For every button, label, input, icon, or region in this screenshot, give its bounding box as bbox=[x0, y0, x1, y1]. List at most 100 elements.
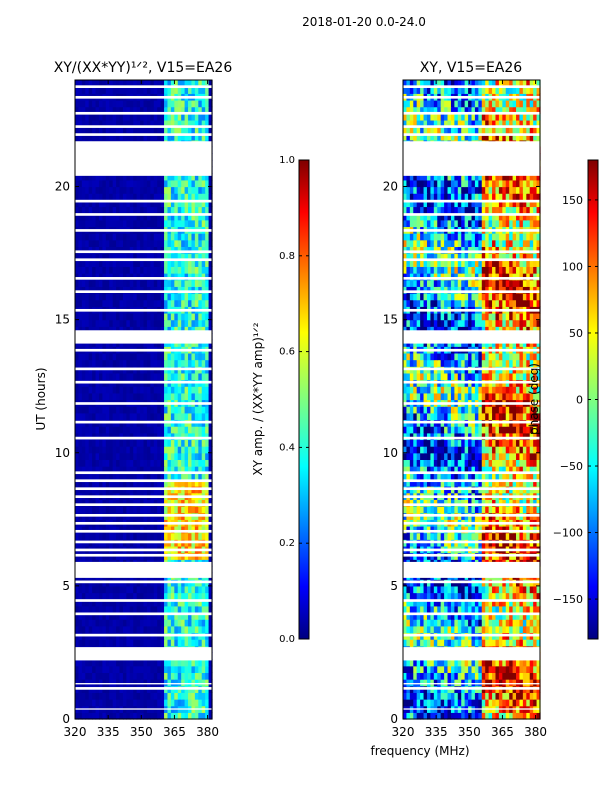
heatmap-cell bbox=[536, 659, 541, 667]
heatmap-cell bbox=[119, 426, 124, 434]
heatmap-cell bbox=[205, 625, 210, 634]
heatmap-cell bbox=[92, 659, 97, 667]
heatmap-cell bbox=[184, 299, 189, 307]
heatmap-cell bbox=[116, 293, 121, 301]
heatmap-cell bbox=[119, 446, 124, 454]
heatmap-cell bbox=[136, 273, 141, 281]
heatmap-cell bbox=[495, 625, 500, 634]
heatmap-cell bbox=[126, 525, 131, 534]
heatmap-cell bbox=[423, 659, 428, 667]
heatmap-cell bbox=[75, 432, 80, 441]
heatmap-cell bbox=[150, 452, 155, 461]
heatmap-cell bbox=[188, 119, 193, 128]
heatmap-cell bbox=[205, 412, 210, 421]
heatmap-cell bbox=[184, 213, 189, 221]
heatmap-cell bbox=[208, 239, 213, 248]
phase-heatmap bbox=[403, 80, 541, 720]
heatmap-cell bbox=[85, 665, 90, 674]
heatmap-cell bbox=[129, 99, 134, 108]
heatmap-cell bbox=[174, 612, 179, 620]
heatmap-cell bbox=[164, 472, 169, 480]
heatmap-cell bbox=[119, 286, 124, 294]
heatmap-cell bbox=[174, 199, 179, 208]
heatmap-cell bbox=[177, 126, 182, 134]
heatmap-cell bbox=[105, 279, 110, 287]
heatmap-cell bbox=[188, 113, 193, 121]
heatmap-cell bbox=[85, 253, 90, 261]
heatmap-cell bbox=[498, 672, 503, 680]
heatmap-cell bbox=[75, 459, 80, 467]
heatmap-cell bbox=[136, 233, 141, 241]
heatmap-cell bbox=[102, 186, 107, 194]
heatmap-cell bbox=[116, 386, 121, 394]
heatmap-cell bbox=[136, 372, 141, 381]
heatmap-cell bbox=[533, 699, 538, 707]
heatmap-cell bbox=[164, 233, 169, 241]
heatmap-cell bbox=[112, 219, 117, 228]
heatmap-cell bbox=[105, 326, 110, 334]
heatmap-cell bbox=[78, 326, 83, 334]
heatmap-cell bbox=[153, 193, 158, 201]
heatmap-cell bbox=[85, 293, 90, 301]
heatmap-cell bbox=[464, 592, 469, 600]
heatmap-cell bbox=[454, 619, 459, 627]
heatmap-cell bbox=[174, 679, 179, 687]
heatmap-cell bbox=[153, 432, 158, 441]
heatmap-cell bbox=[164, 372, 169, 381]
heatmap-cell bbox=[181, 86, 186, 94]
heatmap-cell bbox=[208, 532, 213, 540]
heatmap-cell bbox=[133, 99, 138, 108]
heatmap-cell bbox=[129, 312, 134, 321]
data-gap bbox=[75, 277, 212, 280]
heatmap-cell bbox=[102, 619, 107, 627]
heatmap-cell bbox=[75, 605, 80, 614]
heatmap-cell bbox=[492, 619, 497, 627]
heatmap-cell bbox=[136, 679, 141, 687]
heatmap-cell bbox=[191, 479, 196, 487]
heatmap-cell bbox=[146, 213, 151, 221]
heatmap-cell bbox=[481, 639, 486, 647]
heatmap-cell bbox=[133, 386, 138, 394]
heatmap-cell bbox=[126, 119, 131, 128]
heatmap-cell bbox=[198, 319, 203, 327]
heatmap-cell bbox=[208, 692, 213, 700]
heatmap-cell bbox=[75, 246, 80, 254]
heatmap-cell bbox=[167, 359, 172, 367]
heatmap-cell bbox=[112, 479, 117, 487]
heatmap-cell bbox=[157, 412, 162, 421]
heatmap-cell bbox=[160, 119, 165, 128]
heatmap-cell bbox=[205, 432, 210, 441]
heatmap-cell bbox=[140, 179, 145, 188]
heatmap-cell bbox=[198, 679, 203, 687]
heatmap-cell bbox=[88, 525, 93, 534]
heatmap-cell bbox=[170, 499, 175, 507]
heatmap-cell bbox=[205, 679, 210, 687]
heatmap-cell bbox=[529, 672, 534, 680]
heatmap-cell bbox=[167, 106, 172, 114]
heatmap-cell bbox=[129, 319, 134, 327]
heatmap-cell bbox=[153, 406, 158, 414]
heatmap-cell bbox=[170, 639, 175, 647]
heatmap-cell bbox=[78, 479, 83, 487]
heatmap-cell bbox=[81, 446, 86, 454]
heatmap-cell bbox=[129, 426, 134, 434]
heatmap-cell bbox=[112, 86, 117, 94]
heatmap-cell bbox=[81, 186, 86, 194]
heatmap-cell bbox=[157, 625, 162, 634]
heatmap-cell bbox=[529, 592, 534, 600]
heatmap-cell bbox=[109, 499, 114, 507]
heatmap-cell bbox=[177, 466, 182, 474]
heatmap-cell bbox=[208, 86, 213, 94]
heatmap-cell bbox=[116, 592, 121, 600]
heatmap-cell bbox=[519, 679, 524, 687]
heatmap-cell bbox=[75, 452, 80, 461]
heatmap-cell bbox=[126, 412, 131, 421]
heatmap-cell bbox=[181, 279, 186, 287]
heatmap-cell bbox=[194, 319, 199, 327]
heatmap-cell bbox=[112, 319, 117, 327]
heatmap-cell bbox=[164, 665, 169, 674]
x-tick-label: 380 bbox=[196, 725, 219, 739]
heatmap-cell bbox=[529, 625, 534, 634]
heatmap-cell bbox=[406, 585, 411, 594]
heatmap-cell bbox=[109, 133, 114, 141]
